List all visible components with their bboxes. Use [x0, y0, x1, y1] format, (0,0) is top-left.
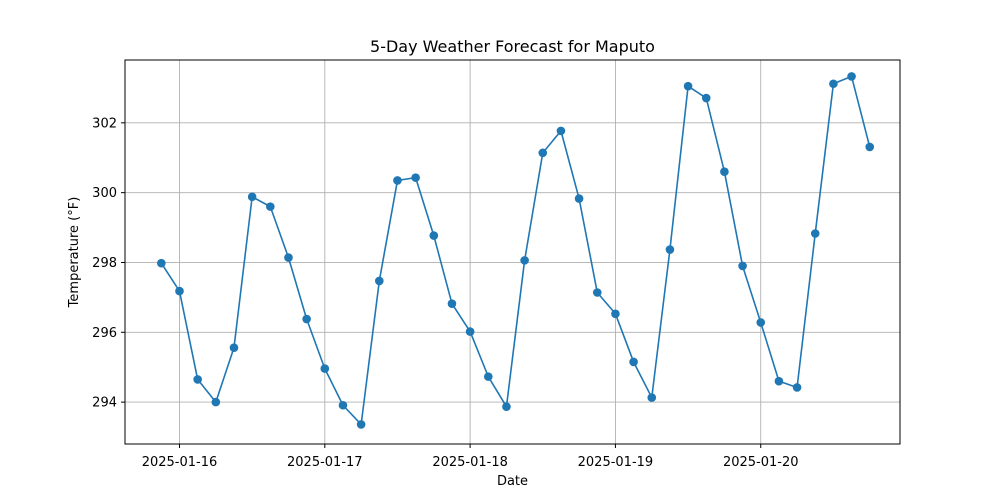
data-point — [556, 126, 566, 136]
data-point — [720, 167, 729, 177]
y-tick-label: 298 — [92, 256, 117, 271]
data-point — [483, 372, 493, 381]
data-point — [393, 176, 402, 185]
data-point — [792, 383, 802, 392]
x-axis-label: Date — [497, 474, 528, 489]
data-point — [411, 173, 420, 182]
x-tick-label: 2025-01-20 — [723, 455, 799, 470]
data-series — [157, 72, 875, 429]
data-point — [447, 299, 457, 308]
data-point — [429, 231, 439, 240]
x-tick-label: 2025-01-16 — [142, 455, 218, 470]
data-point — [320, 364, 330, 373]
data-point — [647, 393, 657, 402]
data-point — [520, 256, 529, 265]
axis-ticks: 2025-01-16 2025-01-17 2025-01-18 2025-01-19… — [92, 116, 798, 470]
y-tick-label: 302 — [92, 116, 117, 131]
data-point — [629, 357, 638, 367]
x-tick-label: 2025-01-19 — [578, 455, 654, 470]
data-point — [247, 192, 257, 202]
y-tick-label: 296 — [92, 326, 117, 341]
data-point — [665, 245, 675, 254]
data-point — [592, 288, 602, 297]
data-point — [375, 276, 384, 286]
series-line — [160, 75, 871, 426]
gridlines — [125, 60, 900, 444]
plot-frame — [124, 59, 901, 445]
data-point — [157, 258, 166, 268]
data-point — [193, 375, 202, 384]
data-point — [574, 194, 584, 203]
data-point — [175, 286, 184, 296]
data-point — [810, 229, 820, 238]
data-point — [538, 148, 548, 158]
data-point — [756, 318, 766, 327]
data-point — [284, 253, 293, 262]
data-point — [847, 72, 856, 81]
data-point — [465, 327, 475, 336]
data-point — [683, 81, 693, 91]
data-point — [829, 79, 838, 89]
data-point — [611, 309, 620, 319]
y-tick-label: 294 — [92, 396, 117, 411]
data-point — [302, 314, 311, 324]
y-tick-label: 300 — [92, 186, 117, 201]
chart-title: 5-Day Weather Forecast for Maputo — [370, 37, 655, 56]
data-point — [211, 397, 221, 407]
data-point — [774, 376, 784, 386]
data-point — [738, 261, 747, 271]
x-tick-label: 2025-01-18 — [432, 455, 508, 470]
x-tick-label: 2025-01-17 — [287, 455, 363, 470]
data-point — [229, 343, 239, 352]
y-axis-label: Temperature (°F) — [67, 197, 82, 309]
data-point — [356, 420, 366, 429]
data-point — [865, 142, 875, 152]
data-point — [266, 202, 275, 211]
data-point — [701, 93, 711, 103]
data-point — [338, 400, 348, 410]
data-point — [502, 402, 511, 411]
